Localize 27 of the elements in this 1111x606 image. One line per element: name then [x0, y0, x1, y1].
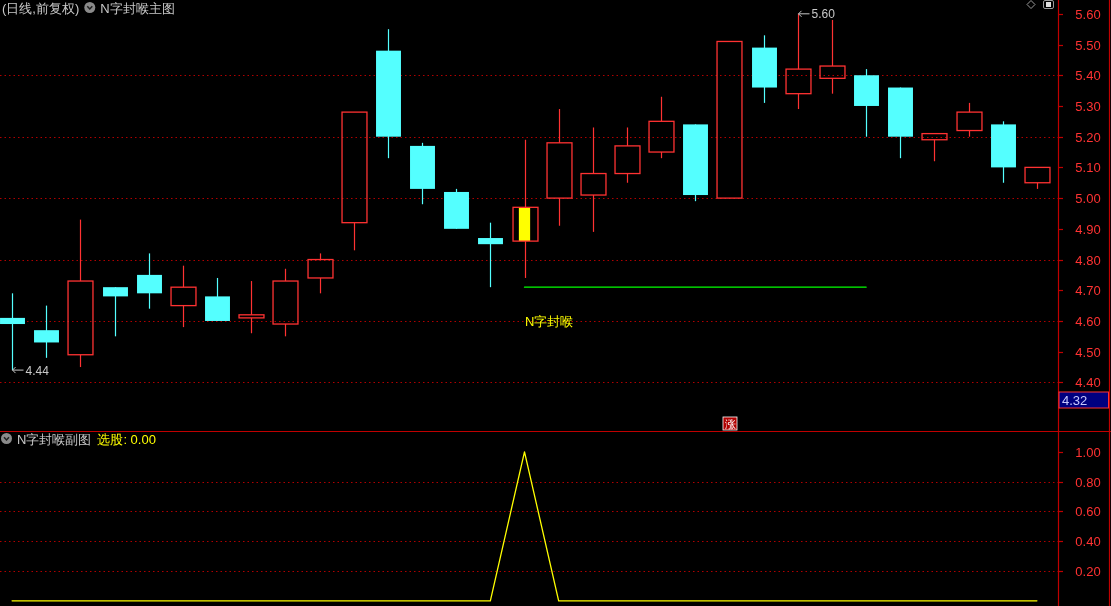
chart-title: (日线,前复权): [2, 0, 80, 16]
y-tick-label: 0.20: [1075, 564, 1101, 579]
annotation: N字封喉: [525, 314, 574, 329]
chart-subtitle: N字封喉主图: [100, 0, 175, 16]
y-tick-label: 4.50: [1075, 345, 1101, 360]
y-tick-label: 5.40: [1075, 68, 1101, 83]
y-tick-label: 5.10: [1075, 160, 1101, 175]
annotation: 4.44: [25, 363, 50, 378]
y-tick-label: 0.60: [1075, 504, 1101, 519]
y-tick-label: 5.30: [1075, 99, 1101, 114]
y-tick-label: 5.50: [1075, 38, 1101, 53]
y-tick-label: 4.60: [1075, 314, 1101, 329]
y-tick-label: 4.90: [1075, 222, 1101, 237]
text: 选股: 0.00: [97, 431, 156, 447]
y-tick-label: 5.00: [1075, 191, 1101, 206]
chart-title: N字封喉副图: [17, 431, 92, 447]
rise-tag: 涨: [722, 416, 738, 431]
y-tick-label: 4.40: [1075, 375, 1101, 390]
y-tick-label: 1.00: [1075, 445, 1101, 460]
price-tag: 4.32: [1058, 391, 1109, 409]
y-tick-label: 4.70: [1075, 283, 1101, 298]
y-tick-label: 0.80: [1075, 475, 1101, 490]
annotation: 5.60: [811, 7, 836, 22]
y-tick-label: 0.40: [1075, 534, 1101, 549]
y-tick-label: 5.20: [1075, 130, 1101, 145]
y-tick-label: 4.80: [1075, 253, 1101, 268]
y-tick-label: 5.60: [1075, 7, 1101, 22]
